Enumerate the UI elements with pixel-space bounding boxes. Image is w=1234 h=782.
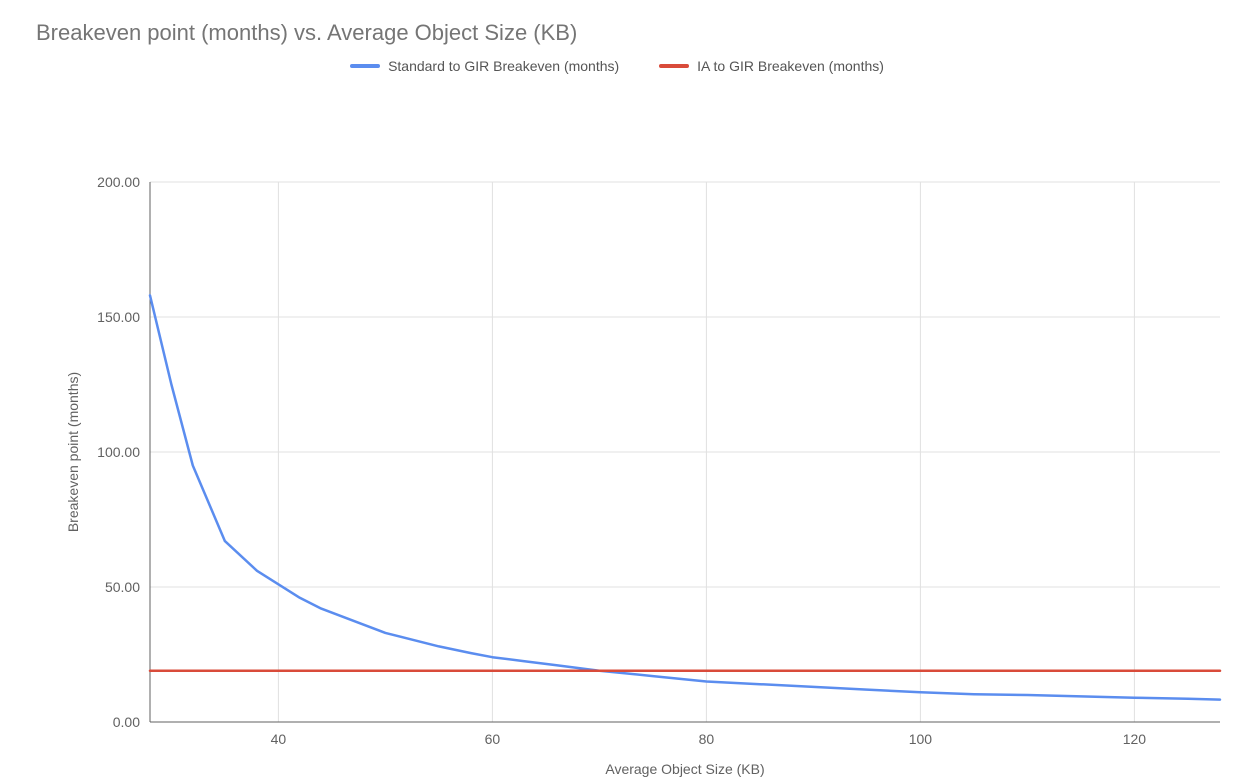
y-axis-label: Breakeven point (months): [65, 372, 81, 532]
legend-swatch-0: [350, 64, 380, 68]
y-tick-label: 100.00: [97, 444, 140, 460]
legend-label-1: IA to GIR Breakeven (months): [697, 58, 884, 74]
x-tick-label: 80: [699, 731, 715, 747]
x-tick-label: 100: [909, 731, 933, 747]
legend: Standard to GIR Breakeven (months) IA to…: [30, 58, 1204, 74]
y-tick-label: 50.00: [105, 579, 140, 595]
y-tick-label: 200.00: [97, 174, 140, 190]
line-chart: 0.00 50.00 100.00 150.00 200.00 40 60 80 100 120 A…: [30, 82, 1234, 782]
x-tick-label: 60: [485, 731, 501, 747]
x-tick-label: 40: [271, 731, 287, 747]
series-line-0: [150, 295, 1220, 699]
chart-container: Breakeven point (months) vs. Average Obj…: [0, 0, 1234, 762]
legend-item-0: Standard to GIR Breakeven (months): [350, 58, 619, 74]
legend-swatch-1: [659, 64, 689, 68]
y-tick-label: 150.00: [97, 309, 140, 325]
legend-item-1: IA to GIR Breakeven (months): [659, 58, 884, 74]
chart-title: Breakeven point (months) vs. Average Obj…: [36, 20, 1204, 46]
legend-label-0: Standard to GIR Breakeven (months): [388, 58, 619, 74]
x-axis-label: Average Object Size (KB): [605, 761, 764, 777]
y-tick-label: 0.00: [113, 714, 140, 730]
x-tick-label: 120: [1123, 731, 1147, 747]
